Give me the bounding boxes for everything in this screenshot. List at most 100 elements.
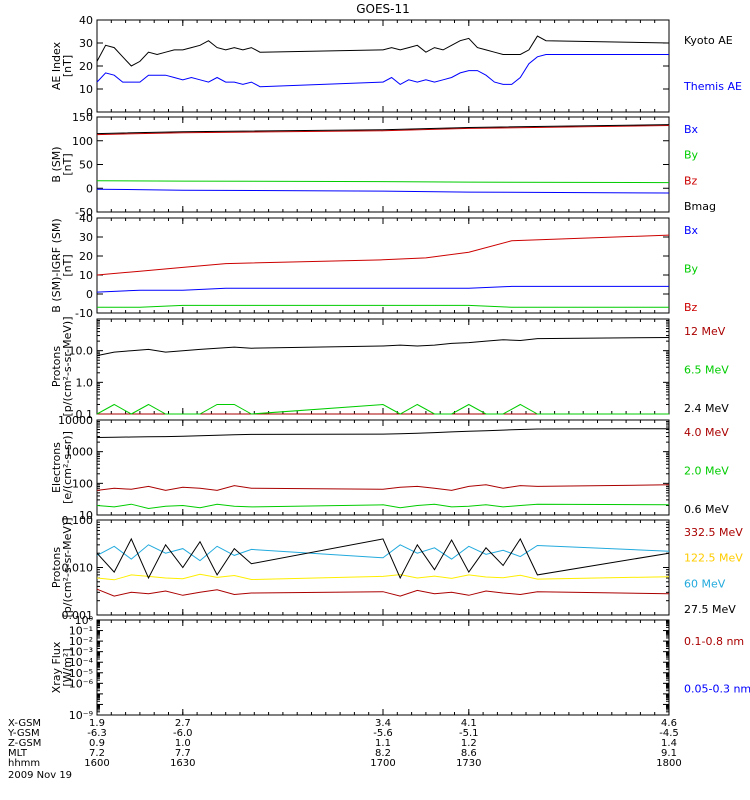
y-axis-label: [W/m²]: [61, 648, 74, 686]
footer-row-label: Z-GSM: [8, 738, 41, 749]
series-line: [96, 503, 670, 510]
y-tick-label: 10: [79, 509, 93, 522]
panel-3: -10 0 10 20 30 40 B (SM)-IGRF (SM)[nT] Bx By Bz: [50, 212, 699, 320]
y-tick-label: 1.0: [76, 376, 94, 389]
series-line: [96, 337, 670, 357]
y-axis-label: [nT]: [61, 153, 74, 175]
footer-value: 0.9: [89, 738, 105, 749]
footer-value: -4.5: [659, 728, 679, 739]
legend-label: By: [684, 149, 699, 162]
series-line: [96, 285, 669, 293]
footer-row-label: MLT: [8, 748, 28, 759]
y-tick-label: 50: [79, 159, 93, 172]
series-line: [96, 125, 670, 136]
y-axis-label: [nT]: [61, 55, 74, 77]
y-tick-label: 100: [72, 135, 93, 148]
legend-label: 60 MeV: [684, 577, 726, 590]
y-axis-label: [p/(cm²-s-sr-MeV)]: [61, 518, 74, 618]
footer-value: 1.2: [461, 738, 477, 749]
y-tick-label: 10⁻³: [69, 646, 93, 659]
y-tick-label: 10⁻⁹: [69, 709, 93, 722]
y-axis-label: Xray Flux: [50, 641, 63, 693]
y-tick-label: 0.010: [62, 562, 94, 575]
footer-value: 3.4: [375, 718, 391, 729]
series-line: [96, 188, 670, 194]
y-tick-label: 0.001: [62, 609, 94, 622]
series-line: [96, 573, 670, 581]
footer-value: 4.1: [461, 718, 477, 729]
y-tick-label: 10: [79, 269, 93, 282]
figure-title: GOES-11: [356, 2, 410, 16]
footer-value: 1700: [370, 758, 395, 769]
series-line: [96, 180, 670, 184]
y-tick-label: 10⁻⁵: [69, 667, 93, 680]
y-tick-label: 10.0: [69, 345, 94, 358]
y-tick-label: 0: [86, 288, 93, 301]
y-tick-label: 10: [79, 83, 93, 96]
legend-label: Bx: [684, 224, 699, 237]
y-axis-label: [p/(cm²-s-sr-MeV)]: [61, 317, 74, 417]
y-tick-label: 10⁻⁴: [69, 656, 94, 669]
legend-label: 0.05-0.3 nm: [684, 682, 750, 695]
legend-label: 27.5 MeV: [684, 603, 736, 616]
legend-label: Bz: [684, 301, 698, 314]
series-line: [96, 588, 670, 597]
legend-label: By: [684, 263, 699, 276]
footer-date: 2009 Nov 19: [8, 770, 72, 781]
panel-2: -50 0 50 100 150 B (SM)[nT] Bx By Bz Bmag: [50, 111, 716, 219]
y-axis-label: B (SM): [50, 146, 63, 182]
legend-label: 0.6 MeV: [684, 503, 729, 516]
panel-frame: [96, 19, 670, 113]
series-line: [96, 428, 670, 438]
legend-label: 2.0 MeV: [684, 465, 729, 478]
y-tick-label: 0.100: [62, 514, 94, 527]
panel-1: 0 10 20 30 40 AE Index[nT] Kyoto AE Themis AE: [50, 14, 742, 119]
y-tick-label: 10⁻¹: [69, 625, 93, 638]
y-axis-label: Electrons: [50, 442, 63, 493]
footer-row-label: hhmm: [8, 758, 40, 769]
ephemeris-footer: X-GSM 1.9 2.7 3.4 4.1 4.6 Y-GSM -6.3 -6.0 -5.6 -5.…: [7, 718, 682, 781]
series-line: [96, 35, 670, 67]
footer-value: 8.6: [461, 748, 477, 759]
y-axis-label: Protons: [50, 547, 63, 588]
footer-value: -5.1: [459, 728, 479, 739]
y-tick-label: 10⁻²: [69, 635, 93, 648]
footer-value: 9.1: [661, 748, 677, 759]
y-tick-label: 10⁻⁶: [69, 677, 94, 690]
series-line: [96, 54, 669, 88]
panel-frame: [96, 619, 670, 716]
y-tick-label: 150: [72, 111, 93, 124]
series-line: [96, 544, 670, 562]
panel-6: 0.001 0.010 0.100 Protons[p/(cm²-s-sr-MeV)]…: [50, 514, 743, 622]
legend-label: Kyoto AE: [684, 34, 733, 47]
footer-value: 1600: [84, 758, 109, 769]
footer-value: -5.6: [373, 728, 393, 739]
y-tick-label: 30: [79, 231, 93, 244]
y-axis-label: AE Index: [50, 41, 63, 90]
legend-label: 2.4 MeV: [684, 402, 729, 415]
footer-value: 1.9: [89, 718, 105, 729]
y-tick-label: 20: [79, 250, 93, 263]
series-line: [96, 124, 670, 135]
footer-value: 4.6: [661, 718, 677, 729]
footer-value: 1730: [456, 758, 481, 769]
legend-label: Bx: [684, 123, 699, 136]
y-tick-label: 30: [79, 37, 93, 50]
footer-value: 1800: [656, 758, 681, 769]
legend-label: Themis AE: [683, 80, 742, 93]
y-tick-label: 10000: [58, 414, 93, 427]
footer-value: 7.7: [175, 748, 191, 759]
footer-row-label: Y-GSM: [7, 728, 40, 739]
y-tick-label: -10: [75, 307, 93, 320]
y-tick-label: 0: [86, 182, 93, 195]
y-tick-label: 20: [79, 60, 93, 73]
y-tick-label: 40: [79, 14, 93, 27]
footer-value: 1.0: [175, 738, 191, 749]
legend-label: 332.5 MeV: [684, 526, 743, 539]
series-line: [96, 234, 670, 276]
y-tick-label: 0: [86, 106, 93, 119]
series-line: [96, 403, 669, 415]
y-tick-label: 40: [79, 212, 93, 225]
panel-frame: [96, 217, 670, 314]
